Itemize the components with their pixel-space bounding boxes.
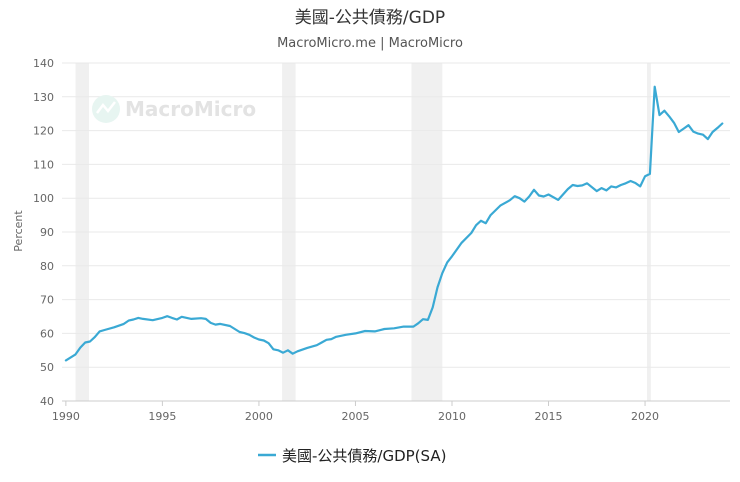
y-tick-label-40: 40 [40, 395, 54, 408]
x-tick-label-1995: 1995 [148, 410, 176, 423]
chart-subtitle: MacroMicro.me | MacroMicro [277, 36, 463, 51]
legend-item-label[interactable]: 美國-公共債務/GDP(SA) [282, 447, 446, 465]
y-tick-label-70: 70 [40, 294, 54, 307]
y-axis: 40 50 60 70 80 90 100 110 120 130 140 [33, 57, 54, 408]
y-tick-label-110: 110 [33, 158, 54, 171]
x-tick-label-2010: 2010 [438, 410, 466, 423]
y-tick-label-60: 60 [40, 327, 54, 340]
chart-title: 美國-公共債務/GDP [295, 8, 445, 28]
y-tick-label-140: 140 [33, 57, 54, 70]
x-axis: 1990 1995 2000 2005 2010 2015 2020 [52, 400, 730, 423]
grid-lines [62, 62, 730, 402]
y-tick-label-120: 120 [33, 125, 54, 138]
series-layer [64, 85, 724, 362]
x-tick-label-2015: 2015 [535, 410, 563, 423]
y-tick-label-50: 50 [40, 361, 54, 374]
y-tick-label-80: 80 [40, 260, 54, 273]
x-tick-label-2000: 2000 [245, 410, 273, 423]
x-tick-label-2005: 2005 [341, 410, 369, 423]
x-tick-label-1990: 1990 [52, 410, 80, 423]
x-tick-label-2020: 2020 [631, 410, 659, 423]
y-tick-label-130: 130 [33, 91, 54, 104]
watermark-logo-mark-icon [96, 101, 116, 114]
watermark-text: MacroMicro [125, 97, 256, 121]
y-tick-label-100: 100 [33, 192, 54, 205]
y-tick-label-90: 90 [40, 226, 54, 239]
watermark: MacroMicro [92, 95, 256, 123]
series-line-0[interactable] [64, 85, 724, 362]
legend[interactable]: 美國-公共債務/GDP(SA) [258, 447, 446, 465]
y-axis-label: Percent [12, 210, 25, 252]
